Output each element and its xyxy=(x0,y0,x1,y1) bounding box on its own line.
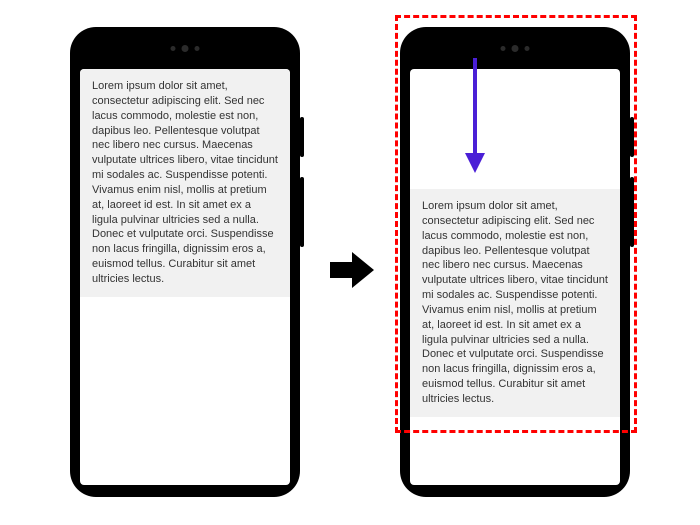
phone-before: Lorem ipsum dolor sit amet, consectetur … xyxy=(70,27,300,497)
volume-button xyxy=(300,177,304,247)
transition-arrow-icon xyxy=(330,250,374,295)
phone-screen-before: Lorem ipsum dolor sit amet, consectetur … xyxy=(80,69,290,485)
phone-earpiece xyxy=(171,45,200,52)
phone-earpiece xyxy=(501,45,530,52)
power-button xyxy=(300,117,304,157)
content-text-before: Lorem ipsum dolor sit amet, consectetur … xyxy=(80,69,290,297)
power-button xyxy=(630,117,634,157)
phone-after: Lorem ipsum dolor sit amet, consectetur … xyxy=(400,27,630,497)
diagram-stage: Lorem ipsum dolor sit amet, consectetur … xyxy=(0,0,700,525)
content-text-after: Lorem ipsum dolor sit amet, consectetur … xyxy=(410,189,620,417)
phone-screen-after: Lorem ipsum dolor sit amet, consectetur … xyxy=(410,69,620,485)
volume-button xyxy=(630,177,634,247)
